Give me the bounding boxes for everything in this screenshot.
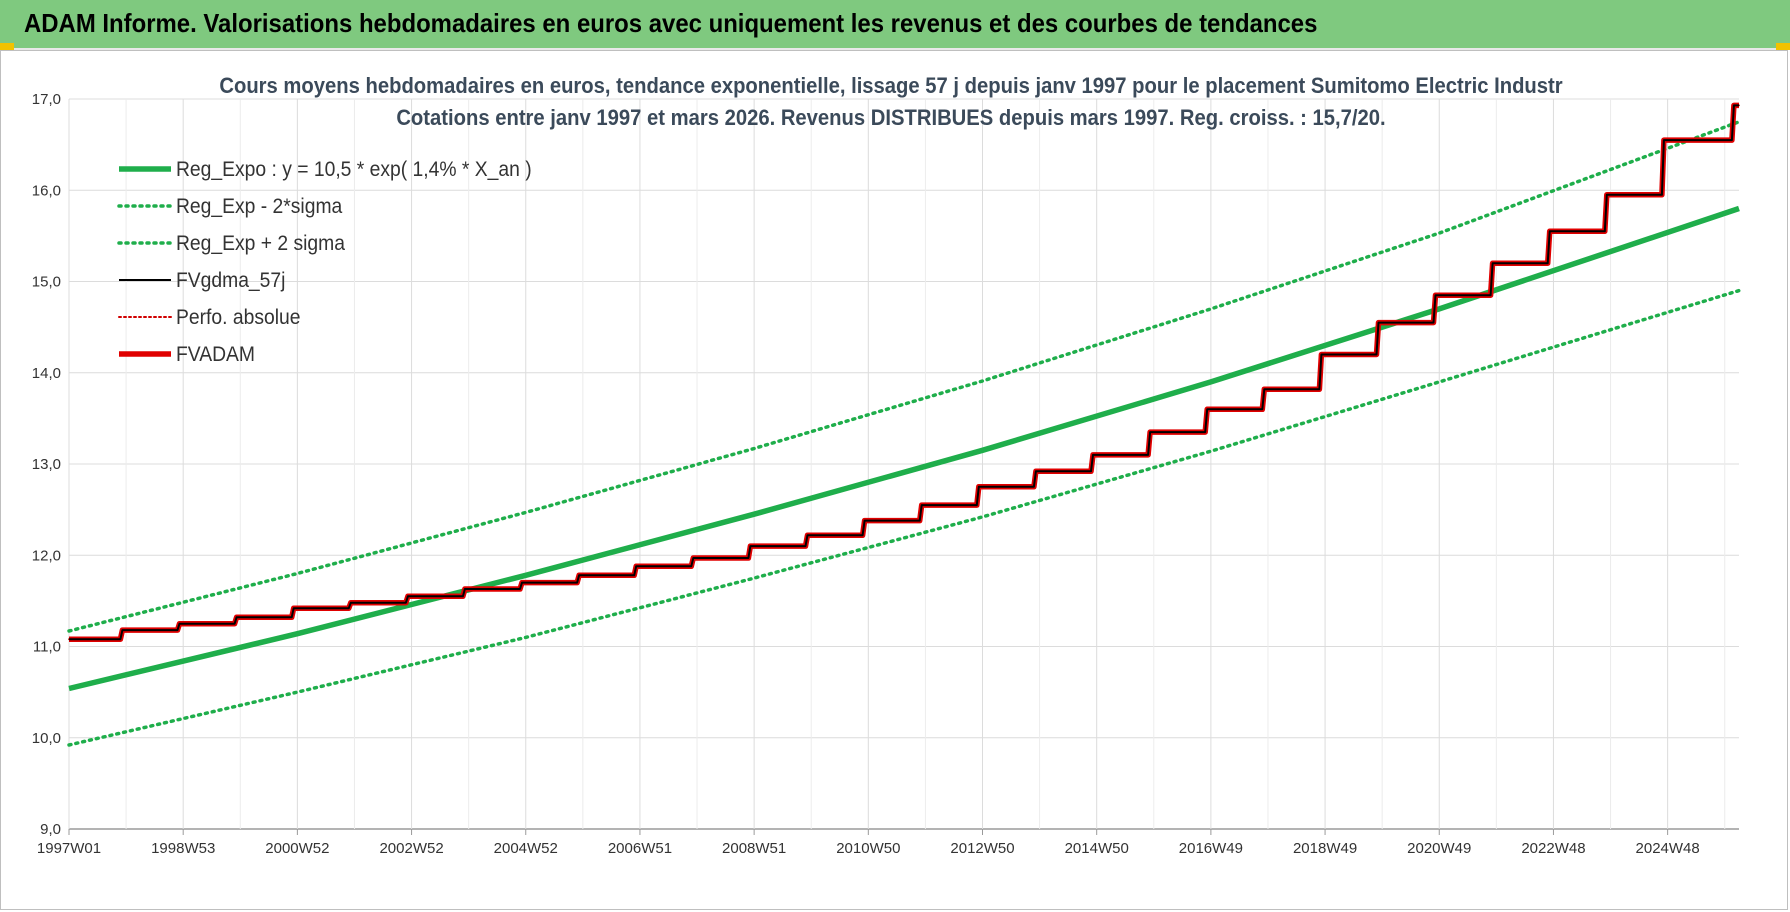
x-tick-label: 2024W48 xyxy=(1636,840,1700,857)
x-tick-label: 2022W48 xyxy=(1521,840,1585,857)
corner-marker-top-left xyxy=(0,43,14,50)
x-tick-label: 2000W52 xyxy=(265,840,329,857)
x-axis-ticks: 1997W01 1998W53 2000W52 2002W52 2004W52 2006W… xyxy=(37,829,1700,857)
series-line-3 xyxy=(69,104,1739,641)
chart-title: Cours moyens hebdomadaires en euros, ten… xyxy=(219,74,1562,98)
x-tick-label: 2020W49 xyxy=(1407,840,1471,857)
x-tick-label: 2014W50 xyxy=(1065,840,1129,857)
x-tick-label: 2010W50 xyxy=(836,840,900,857)
legend-label: FVgdma_57j xyxy=(176,269,285,292)
chart-frame: 9,0 10,0 11,0 12,0 13,0 14,0 15,0 16,0 17,0 1997… xyxy=(0,50,1788,910)
report-title: ADAM Informe. Valorisations hebdomadaire… xyxy=(24,8,1318,38)
report-header: ADAM Informe. Valorisations hebdomadaire… xyxy=(0,0,1790,50)
legend-label: Reg_Exp + 2 sigma xyxy=(176,232,346,255)
y-tick-label: 16,0 xyxy=(32,182,61,199)
corner-marker-top-right xyxy=(1776,43,1790,50)
x-tick-label: 1997W01 xyxy=(37,840,101,857)
series-line-2 xyxy=(67,120,1741,633)
y-tick-label: 13,0 xyxy=(32,456,61,473)
x-tick-label: 2004W52 xyxy=(494,840,558,857)
y-tick-label: 12,0 xyxy=(32,547,61,564)
y-axis-ticks: 9,0 10,0 11,0 12,0 13,0 14,0 15,0 16,0 17,0 xyxy=(32,91,61,838)
legend-label: Reg_Exp - 2*sigma xyxy=(176,195,343,218)
y-tick-label: 9,0 xyxy=(40,821,61,838)
y-tick-label: 14,0 xyxy=(32,365,61,382)
y-tick-label: 17,0 xyxy=(32,91,61,108)
x-tick-label: 1998W53 xyxy=(151,840,215,857)
y-tick-label: 15,0 xyxy=(32,274,61,291)
series-line-0 xyxy=(68,205,1740,692)
legend-label: FVADAM xyxy=(176,343,255,366)
series-layer xyxy=(67,102,1741,747)
series-line-1 xyxy=(67,288,1741,747)
x-tick-label: 2012W50 xyxy=(950,840,1014,857)
y-tick-label: 11,0 xyxy=(33,639,61,656)
x-tick-label: 2018W49 xyxy=(1293,840,1357,857)
y-tick-label: 10,0 xyxy=(32,730,61,747)
chart-subtitle: Cotations entre janv 1997 et mars 2026. … xyxy=(396,106,1385,130)
legend-label: Perfo. absolue xyxy=(176,306,300,329)
x-tick-label: 2008W51 xyxy=(722,840,786,857)
line-chart: 9,0 10,0 11,0 12,0 13,0 14,0 15,0 16,0 17,0 1997… xyxy=(32,74,1741,857)
legend-label: Reg_Expo : y = 10,5 * exp( 1,4% * X_an ) xyxy=(176,158,532,181)
chart-legend: Reg_Expo : y = 10,5 * exp( 1,4% * X_an )… xyxy=(117,158,532,366)
x-tick-label: 2002W52 xyxy=(379,840,443,857)
x-tick-label: 2006W51 xyxy=(608,840,672,857)
x-tick-label: 2016W49 xyxy=(1179,840,1243,857)
